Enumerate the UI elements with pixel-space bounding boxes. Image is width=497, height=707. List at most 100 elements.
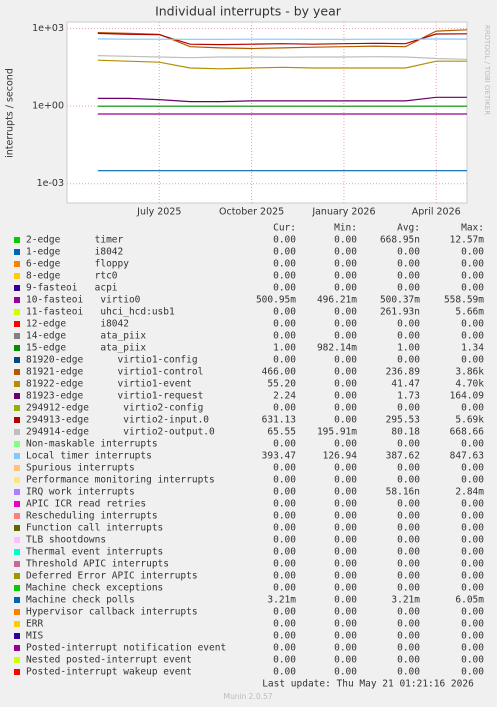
legend-name: 9-fasteoi acpi — [26, 283, 118, 294]
legend-value: 0.00 — [334, 475, 357, 486]
legend-value: 0.00 — [461, 439, 484, 450]
legend-value: 0.00 — [461, 271, 484, 282]
legend-value: 0.00 — [461, 631, 484, 642]
legend-value: 1.00 — [397, 343, 420, 354]
legend-value: 0.00 — [273, 571, 296, 582]
legend-swatch — [14, 585, 20, 591]
legend-swatch — [14, 609, 20, 615]
legend-value: 0.00 — [334, 235, 357, 246]
legend-header: Avg: — [397, 223, 420, 234]
legend-value: 0.00 — [334, 283, 357, 294]
legend-value: 0.00 — [334, 415, 357, 426]
side-text: RRDTOOL / TOBI OETIKER — [483, 25, 491, 115]
legend-value: 0.00 — [334, 619, 357, 630]
legend-name: 81920-edge virtio1-config — [26, 355, 198, 366]
legend-value: 558.59m — [444, 295, 484, 306]
legend-value: 500.95m — [256, 295, 296, 306]
legend-value: 0.00 — [461, 499, 484, 510]
legend-name: APIC ICR read retries — [26, 499, 146, 510]
legend-value: 1.00 — [273, 343, 296, 354]
legend-name: 294914-edge virtio2-output.0 — [26, 427, 215, 438]
legend-swatch — [14, 441, 20, 447]
legend-swatch — [14, 657, 20, 663]
chart-title: Individual interrupts - by year — [155, 4, 342, 19]
legend-swatch — [14, 297, 20, 303]
legend-swatch — [14, 261, 20, 267]
legend-value: 0.00 — [273, 511, 296, 522]
legend-value: 2.24 — [273, 391, 296, 402]
legend-value: 0.00 — [397, 271, 420, 282]
legend-value: 0.00 — [273, 319, 296, 330]
legend-value: 0.00 — [273, 607, 296, 618]
legend-value: 0.00 — [334, 547, 357, 558]
legend-value: 0.00 — [461, 511, 484, 522]
legend-value: 0.00 — [397, 631, 420, 642]
legend-value: 0.00 — [397, 319, 420, 330]
legend-value: 0.00 — [461, 331, 484, 342]
legend-value: 0.00 — [397, 523, 420, 534]
legend-value: 393.47 — [262, 451, 296, 462]
legend-header: Max: — [461, 223, 484, 234]
legend-value: 847.63 — [450, 451, 484, 462]
legend-name: 2-edge timer — [26, 235, 124, 246]
legend-value: 0.00 — [273, 667, 296, 678]
legend-value: 0.00 — [461, 571, 484, 582]
legend-value: 0.00 — [273, 283, 296, 294]
legend-swatch — [14, 285, 20, 291]
legend-value: 0.00 — [334, 487, 357, 498]
legend-name: Local timer interrupts — [26, 451, 152, 462]
legend-value: 0.00 — [334, 259, 357, 270]
legend-value: 0.00 — [334, 583, 357, 594]
legend-value: 0.00 — [397, 607, 420, 618]
series-line — [97, 55, 468, 60]
legend-swatch — [14, 561, 20, 567]
legend-value: 126.94 — [323, 451, 358, 462]
legend-swatch — [14, 489, 20, 495]
legend-value: 0.00 — [397, 499, 420, 510]
plot-area — [66, 21, 468, 204]
legend-value: 0.00 — [334, 607, 357, 618]
legend-value: 0.00 — [397, 655, 420, 666]
legend-value: 0.00 — [461, 547, 484, 558]
y-axis-label: interrupts / second — [5, 68, 16, 158]
legend-value: 0.00 — [273, 259, 296, 270]
x-tick-label: October 2025 — [219, 207, 284, 218]
legend-value: 0.00 — [397, 535, 420, 546]
legend-value: 0.00 — [273, 547, 296, 558]
legend-swatch — [14, 633, 20, 639]
legend-name: Posted-interrupt wakeup event — [26, 667, 192, 678]
legend-name: 81921-edge virtio1-control — [26, 367, 203, 378]
legend-header: Min: — [334, 223, 357, 234]
legend-swatch — [14, 273, 20, 279]
legend-value: 195.91m — [317, 427, 357, 438]
legend-name: Rescheduling interrupts — [26, 511, 158, 522]
legend-value: 0.00 — [334, 391, 357, 402]
legend-value: 387.62 — [386, 451, 420, 462]
series-line — [97, 32, 468, 46]
legend-value: 0.00 — [461, 259, 484, 270]
legend-value: 0.00 — [397, 331, 420, 342]
legend-swatch — [14, 645, 20, 651]
legend-value: 1.34 — [461, 343, 484, 354]
legend-value: 0.00 — [397, 259, 420, 270]
legend-swatch — [14, 621, 20, 627]
legend-swatch — [14, 393, 20, 399]
legend-value: 0.00 — [334, 499, 357, 510]
x-tick-label: July 2025 — [136, 207, 181, 218]
x-tick-label: January 2026 — [311, 207, 375, 218]
legend-value: 0.00 — [461, 475, 484, 486]
legend-swatch — [14, 405, 20, 411]
legend-name: 6-edge floppy — [26, 259, 129, 270]
legend-value: 5.69k — [455, 415, 484, 426]
legend-name: Machine check polls — [26, 595, 135, 606]
legend-value: 0.00 — [334, 271, 357, 282]
legend-value: 0.00 — [461, 619, 484, 630]
legend-value: 0.00 — [461, 283, 484, 294]
legend-value: 0.00 — [273, 535, 296, 546]
legend-value: 0.00 — [397, 439, 420, 450]
legend-value: 0.00 — [334, 559, 357, 570]
legend-value: 65.55 — [267, 427, 296, 438]
legend-name: Deferred Error APIC interrupts — [26, 571, 198, 582]
legend-value: 0.00 — [461, 643, 484, 654]
